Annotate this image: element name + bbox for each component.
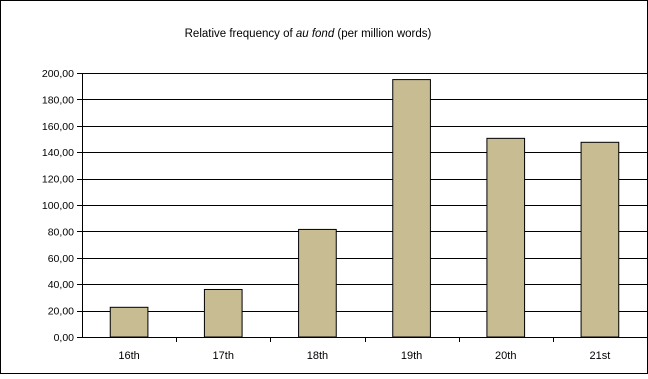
x-tick-label: 19th [401,350,422,362]
y-tick-label: 0,00 [54,332,75,344]
bar-18th [298,228,337,338]
y-tick-label: 40,00 [48,279,74,291]
gridlines [82,73,647,312]
bar-16th [109,306,149,338]
bar-19th [392,79,431,338]
y-tick-label: 120,00 [42,174,74,186]
y-tick-label: 200,00 [42,68,74,80]
x-tick-label: 20th [495,350,516,362]
y-tick-label: 180,00 [42,94,74,106]
axes [77,73,648,342]
x-tick-label: 21st [590,350,611,362]
y-tick-label: 160,00 [42,121,74,133]
bar-17th [203,288,243,338]
x-tick-label: 16th [118,350,139,362]
y-tick-label: 100,00 [42,200,74,212]
bar-20th [486,137,526,338]
y-tick-label: 140,00 [42,147,74,159]
x-tick-label: 18th [307,350,328,362]
y-tick-label: 20,00 [48,306,74,318]
x-tick-label: 17th [213,350,234,362]
y-tick-labels: 0,00 20,00 40,00 60,00 80,00 100,00 120,00 140,… [42,68,74,344]
chart-title: Relative frequency of au fond (per milli… [185,28,432,40]
y-tick-label: 60,00 [48,253,74,265]
y-tick-label: 80,00 [48,226,74,238]
bar-21st [580,141,620,338]
x-tick-labels: 16th 17th 18th 19th 20th 21st [118,350,610,362]
